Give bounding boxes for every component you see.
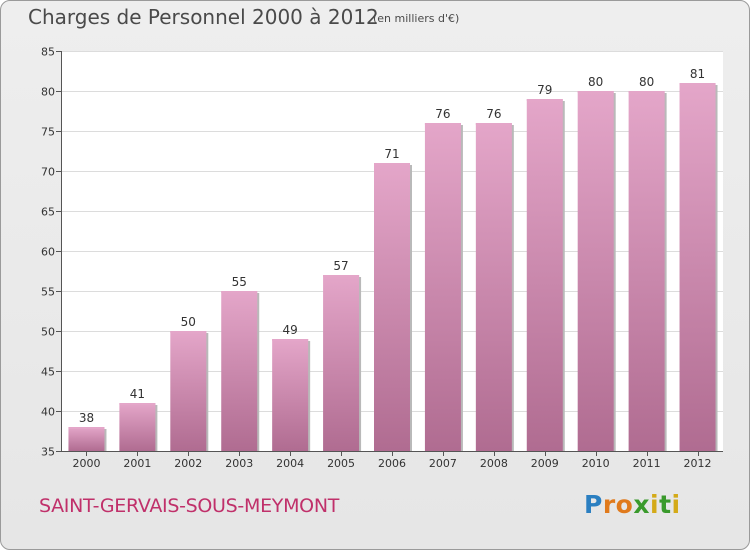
x-tick-label: 2009 [531, 457, 559, 470]
bar [526, 99, 563, 451]
x-tick-label: 2002 [174, 457, 202, 470]
bar-highlight [475, 123, 512, 125]
x-tick-label: 2005 [327, 457, 355, 470]
x-tick-label: 2008 [480, 457, 508, 470]
bar-highlight [526, 99, 563, 101]
y-tick-label: 60 [41, 246, 55, 259]
data-label: 38 [79, 411, 94, 425]
data-label: 76 [486, 107, 501, 121]
y-tick-label: 35 [41, 446, 55, 459]
logo-letter: i [671, 490, 681, 519]
bar [170, 331, 207, 451]
y-tick-label: 70 [41, 166, 55, 179]
bar [424, 123, 461, 451]
bar-highlight [424, 123, 461, 125]
proxiti-logo: Proxiti [584, 490, 681, 519]
bar-highlight [577, 91, 614, 93]
chart-unit: (en milliers d'€) [373, 12, 460, 25]
data-label: 71 [384, 147, 399, 161]
data-label: 80 [639, 75, 654, 89]
data-label: 81 [690, 67, 705, 81]
data-label: 49 [283, 323, 298, 337]
bar-highlight [119, 403, 156, 405]
logo-letter: o [615, 490, 634, 519]
bar [628, 91, 665, 451]
y-tick-label: 55 [41, 286, 55, 299]
x-tick-label: 2012 [684, 457, 712, 470]
bar [679, 83, 716, 451]
bar-highlight [628, 91, 665, 93]
y-tick-label: 65 [41, 206, 55, 219]
bar [374, 163, 410, 451]
y-tick-label: 85 [41, 46, 55, 59]
logo-letter: t [659, 490, 672, 519]
x-tick-label: 2001 [123, 457, 151, 470]
logo-letter: x [633, 490, 650, 519]
bar-highlight [679, 83, 716, 85]
x-tick-labels: 2000 2001 2002 2003 2004 2005 2006 2007 2008 2009… [72, 451, 712, 470]
x-tick-label: 2004 [276, 457, 304, 470]
data-labels: 38 41 50 55 49 57 71 76 76 79 80 80 81 [79, 67, 705, 425]
bar-highlight [272, 339, 309, 341]
bar [68, 427, 105, 451]
logo-letter: r [602, 490, 616, 519]
bar-highlight [68, 427, 105, 429]
y-tick-label: 75 [41, 126, 55, 139]
y-tick-labels: 35 40 45 50 55 60 65 70 75 80 85 [41, 46, 61, 459]
data-label: 55 [232, 275, 247, 289]
x-tick-label: 2011 [633, 457, 661, 470]
x-tick-label: 2006 [378, 457, 406, 470]
data-label: 50 [181, 315, 196, 329]
bar-series [68, 83, 718, 451]
town-name: SAINT-GERVAIS-SOUS-MEYMONT [39, 495, 340, 517]
x-tick-label: 2000 [72, 457, 100, 470]
y-tick-label: 45 [41, 366, 55, 379]
logo-letter: i [650, 490, 660, 519]
x-tick-label: 2007 [429, 457, 457, 470]
y-tick-label: 80 [41, 86, 55, 99]
data-label: 41 [130, 387, 145, 401]
bar [221, 291, 258, 451]
x-tick-label: 2003 [225, 457, 253, 470]
data-label: 79 [537, 83, 552, 97]
bar-highlight [170, 331, 207, 333]
data-label: 76 [435, 107, 450, 121]
logo-letter: P [584, 490, 603, 519]
data-label: 57 [333, 259, 348, 273]
bar [119, 403, 156, 451]
bar-highlight [221, 291, 258, 293]
y-tick-label: 50 [41, 326, 55, 339]
y-tick-label: 40 [41, 406, 55, 419]
bar [475, 123, 512, 451]
bar [272, 339, 309, 451]
chart-title: Charges de Personnel 2000 à 2012 [28, 5, 379, 29]
x-tick-label: 2010 [582, 457, 610, 470]
bar [577, 91, 614, 451]
data-label: 80 [588, 75, 603, 89]
bar-highlight [374, 163, 410, 165]
bar [323, 275, 360, 451]
bar-highlight [323, 275, 360, 277]
